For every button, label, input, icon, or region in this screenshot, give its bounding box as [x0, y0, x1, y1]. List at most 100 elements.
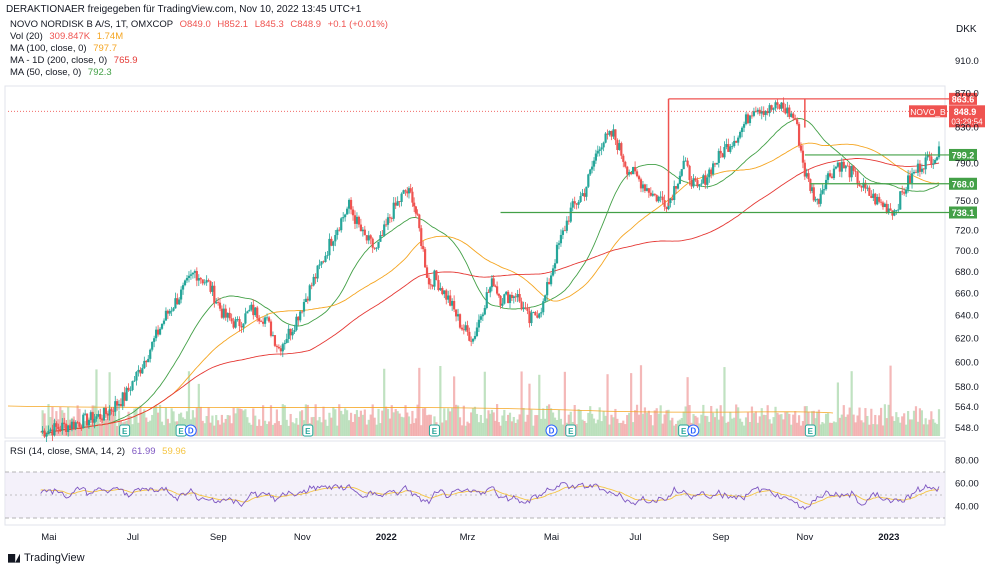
volume-bar	[377, 408, 380, 436]
candle-body	[752, 111, 755, 116]
tradingview-logo-text: TradingView	[24, 552, 85, 564]
volume-bar	[717, 419, 720, 436]
price-panel-frame	[4, 85, 946, 439]
candle-body	[477, 319, 481, 328]
volume-bar	[205, 416, 208, 436]
volume-bar	[510, 421, 514, 436]
candle-body	[312, 276, 315, 286]
candle-body	[817, 199, 821, 204]
volume-bar	[704, 415, 707, 436]
tradingview-logo[interactable]: TradingView	[8, 552, 85, 564]
candle-body	[671, 198, 674, 200]
candle-body	[772, 108, 775, 110]
candle-body	[189, 274, 193, 276]
volume-bar	[499, 425, 502, 436]
volume-bar	[242, 410, 245, 436]
ma200-line	[40, 158, 940, 434]
candle-body	[236, 319, 239, 320]
candle-body	[112, 410, 115, 412]
candle-body	[260, 321, 263, 323]
volume-bar	[708, 421, 711, 436]
candle-body	[494, 286, 497, 287]
candle-body	[567, 220, 570, 222]
candle-body	[756, 109, 759, 112]
volume-bar	[910, 419, 914, 436]
candle-body	[267, 317, 271, 322]
candle-body	[536, 315, 539, 318]
volume-bar	[651, 425, 654, 436]
volume-bar	[737, 407, 740, 436]
volume-bar	[479, 414, 482, 436]
earnings-marker[interactable]: E	[678, 424, 690, 437]
volume-bar	[928, 419, 931, 436]
volume-bar	[99, 423, 102, 436]
earnings-marker[interactable]: E	[804, 424, 816, 437]
volume-bar	[507, 414, 510, 436]
volume-bar	[575, 424, 578, 436]
candle-body	[803, 162, 806, 177]
dividend-marker[interactable]: D	[545, 424, 558, 437]
volume-bar	[116, 425, 119, 436]
candle-body	[704, 175, 707, 185]
candle-body	[414, 206, 417, 214]
time-axis[interactable]: Mai Jul Sep Nov 2022 Mrz Mai Jul Sep Nov 2023	[41, 532, 899, 543]
volume-bar	[788, 413, 791, 436]
candle-body	[404, 190, 407, 192]
candle-body	[373, 247, 376, 249]
volume-bar	[383, 368, 386, 436]
volume-bar	[618, 423, 621, 436]
candle-body	[53, 423, 56, 436]
earnings-marker[interactable]: E	[565, 424, 577, 437]
candle-body	[635, 171, 639, 177]
earnings-marker[interactable]: E	[302, 424, 314, 437]
price-axis[interactable]: 910.0 870.0 830.0 790.0 750.0 720.0 700.0 680.0…	[955, 56, 979, 434]
last-price-countdown: 03:29:54	[951, 117, 983, 126]
candle-body	[868, 187, 871, 196]
volume-bar	[475, 413, 479, 436]
volume-bar	[470, 412, 473, 436]
candle-body	[602, 142, 605, 148]
volume-bar	[872, 424, 875, 436]
volume-bar	[569, 411, 572, 436]
volume-bar	[240, 409, 243, 436]
volume-bar	[220, 414, 223, 436]
volume-bar	[47, 404, 50, 436]
candle-body	[234, 319, 237, 328]
candle-body	[780, 102, 783, 109]
candle-body	[713, 163, 717, 165]
volume-bar	[371, 404, 374, 436]
candle-body	[885, 203, 888, 213]
volume-bar	[117, 410, 121, 436]
candle-body	[616, 140, 619, 150]
dividend-marker[interactable]: D	[687, 424, 700, 437]
price-axis-tick: 910.0	[955, 56, 979, 67]
info-line-volume: Vol (20) 309.847K 1.74M	[10, 31, 123, 42]
candle-body	[508, 294, 512, 304]
volume-bar	[796, 422, 799, 436]
earnings-marker[interactable]: E	[175, 424, 187, 437]
earnings-marker[interactable]: E	[428, 424, 440, 437]
earnings-marker[interactable]: E	[119, 424, 131, 437]
candle-body	[928, 154, 931, 157]
volume-bar	[394, 409, 397, 436]
volume-bar	[889, 365, 892, 436]
volume-bar	[602, 410, 605, 436]
volume-bar	[856, 415, 859, 436]
volume-bar	[236, 408, 239, 436]
candle-body	[306, 298, 309, 301]
volume-bar	[770, 423, 773, 436]
candle-body	[490, 278, 494, 288]
candle-body	[61, 422, 64, 431]
volume-bar	[794, 411, 797, 436]
dividend-marker[interactable]: D	[184, 424, 197, 437]
volume-bar	[501, 415, 504, 436]
volume-bar	[381, 410, 384, 436]
candle-body	[297, 316, 300, 321]
candle-body	[874, 193, 877, 205]
volume-bar	[496, 404, 499, 436]
candle-body	[203, 282, 206, 284]
time-axis-tick: Nov	[294, 532, 311, 543]
marker-letter: E	[681, 427, 687, 436]
